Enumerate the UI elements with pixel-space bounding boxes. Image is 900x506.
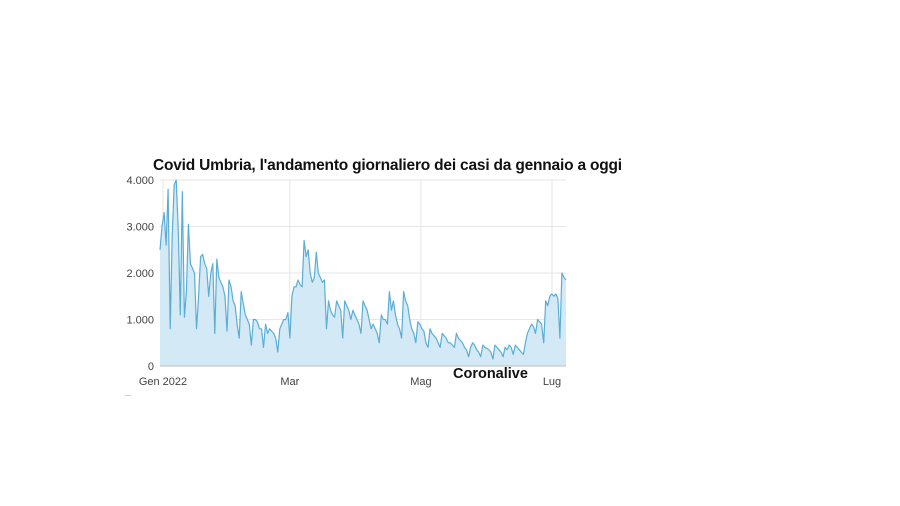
- y-tick-label: 2.000: [126, 268, 154, 280]
- series-area: [160, 180, 566, 366]
- series-line: [159, 179, 567, 360]
- y-tick-label: 3.000: [126, 222, 154, 234]
- divider: [125, 395, 131, 396]
- y-tick-label: 1.000: [126, 315, 154, 327]
- y-tick-label: 4.000: [126, 175, 154, 187]
- x-tick-label: Gen 2022: [139, 376, 187, 388]
- plot-area: [159, 179, 567, 366]
- axis-labels: 0 1.000 2.000 3.000 4.000 Gen 2022 Mar Mag Lug: [126, 175, 566, 388]
- x-tick-label: Mag: [410, 376, 431, 388]
- watermark-label: Coronalive: [453, 366, 528, 382]
- x-tick-label: Lug: [543, 376, 561, 388]
- x-tick-label: Mar: [280, 376, 299, 388]
- y-tick-label: 0: [148, 361, 154, 373]
- chart-title: Covid Umbria, l'andamento giornaliero de…: [153, 157, 622, 174]
